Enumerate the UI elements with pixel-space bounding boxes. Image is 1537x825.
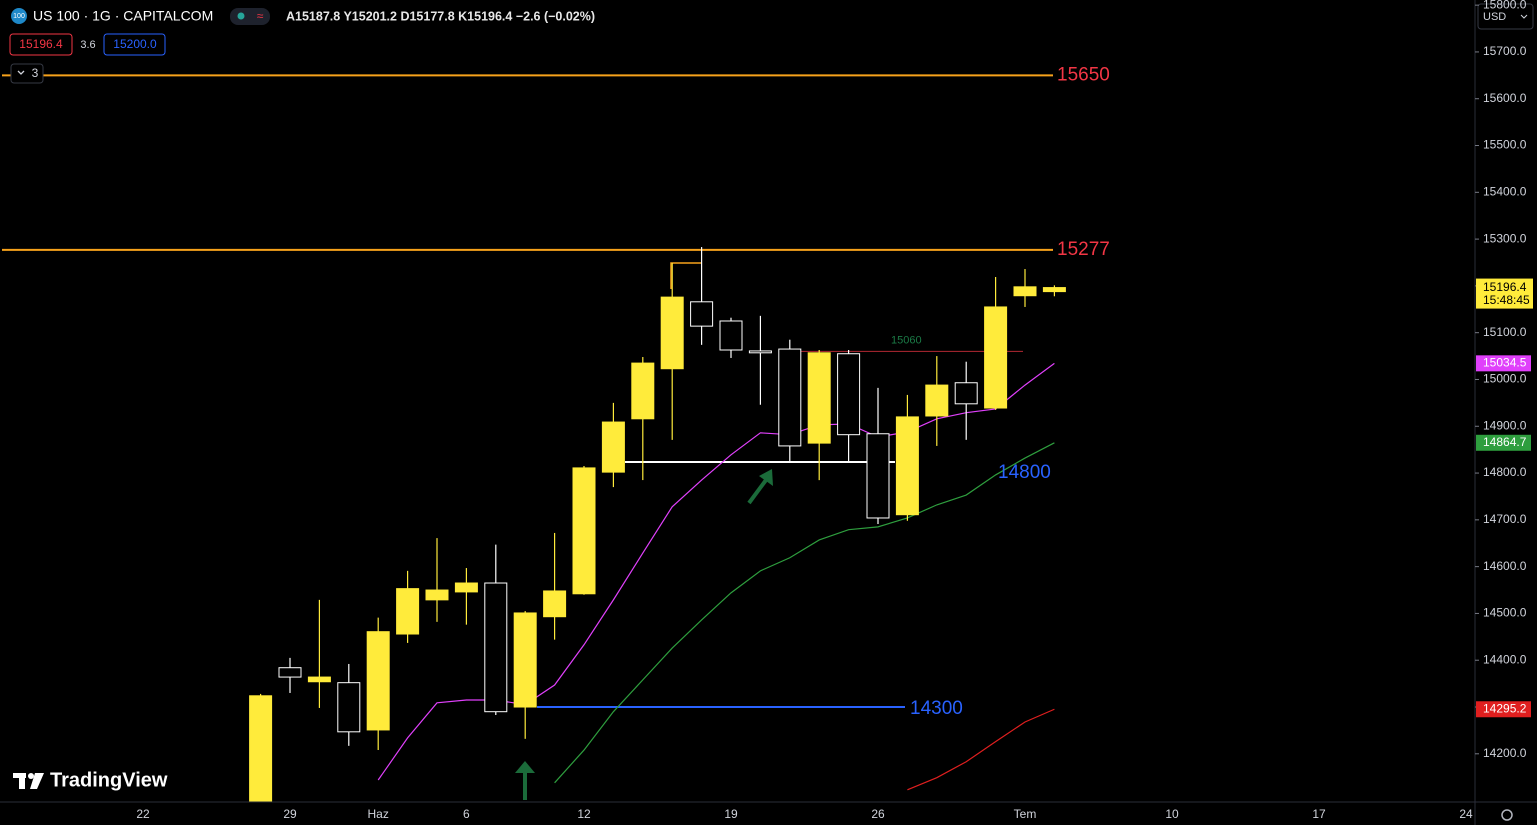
x-tick-label: 19 (724, 807, 738, 821)
countdown: 15:48:45 (1483, 293, 1530, 307)
candle-body (778, 348, 802, 447)
drawn-line (670, 262, 701, 289)
candle-body (837, 353, 861, 436)
y-tick-label: 14700.0 (1483, 512, 1527, 526)
spread: 3.6 (80, 39, 95, 51)
y-tick-label: 14500.0 (1483, 606, 1527, 620)
ma-line (554, 442, 1055, 784)
candle-body (1013, 286, 1037, 297)
candle-body (543, 590, 567, 618)
y-tick-label: 14600.0 (1483, 559, 1527, 573)
candle-body (366, 631, 390, 731)
ma-badge-label: 15034.5 (1483, 356, 1527, 370)
candle-body (601, 421, 625, 473)
price-badge-label: 15196.4 (1483, 280, 1527, 294)
y-tick-label: 14800.0 (1483, 465, 1527, 479)
y-tick-label: 15700.0 (1483, 44, 1527, 58)
currency-button[interactable] (1477, 3, 1534, 30)
arrow (515, 469, 773, 800)
candle-body (425, 589, 449, 601)
level-label: 14800 (998, 462, 1051, 483)
candle-body (925, 384, 949, 417)
watermark-logo (13, 773, 44, 789)
x-tick-label: 17 (1312, 807, 1326, 821)
candle-body (396, 588, 420, 635)
ohlc-legend: A15187.8 Y15201.2 D15177.8 K15196.4 −2.6… (286, 9, 595, 23)
x-tick-label: 26 (871, 807, 885, 821)
y-tick-label: 14400.0 (1483, 652, 1527, 666)
x-tick-label: 24 (1459, 807, 1473, 821)
indicators-toggle[interactable] (10, 63, 44, 84)
candle-body (719, 320, 743, 351)
candle-body (631, 362, 655, 420)
y-tick-label: 15300.0 (1483, 231, 1527, 245)
watermark: TradingView (50, 769, 168, 791)
y-tick-label: 15600.0 (1483, 91, 1527, 105)
chevron (17, 70, 25, 75)
x-tick-label: Haz (368, 807, 389, 821)
y-tick-label: 15000.0 (1483, 372, 1527, 386)
status-pill (230, 8, 270, 25)
symbol-icon (11, 8, 27, 24)
candle-body (1042, 287, 1066, 293)
y-tick-label: 15400.0 (1483, 184, 1527, 198)
y-tick-label: 15500.0 (1483, 138, 1527, 152)
candle-body (660, 296, 684, 370)
settings-button[interactable] (1501, 809, 1513, 821)
x-tick-label: 10 (1165, 807, 1179, 821)
level-label: 15060 (891, 334, 922, 346)
candle-body (866, 433, 890, 519)
ask-button[interactable] (103, 33, 166, 56)
ask-price: 15200.0 (113, 37, 157, 51)
candle-body (954, 382, 978, 405)
bid-button[interactable] (9, 33, 73, 56)
y-tick-label: 15100.0 (1483, 325, 1527, 339)
ma-badge (1476, 355, 1531, 372)
candle-body (748, 350, 772, 354)
symbol-icon-text: 100 (13, 13, 25, 20)
y-tick-label: 15800.0 (1483, 0, 1527, 11)
level-label: 14300 (910, 698, 963, 719)
bid-price: 15196.4 (19, 37, 63, 51)
y-tick-label: 14900.0 (1483, 418, 1527, 432)
ma-line (907, 708, 1055, 791)
candle-body (484, 582, 508, 713)
price-badge (1476, 278, 1533, 309)
ma-badge (1476, 434, 1531, 451)
plot-area (2, 74, 1066, 802)
ma-badge (1476, 701, 1531, 718)
candle-body (337, 682, 361, 733)
x-tick-label: Tem (1014, 807, 1037, 821)
candle-body (984, 306, 1008, 409)
candle-body (895, 416, 919, 516)
status-icon: ≈ (257, 9, 264, 23)
level-label: 15277 (1057, 239, 1110, 260)
candle-body (454, 582, 478, 593)
candle-body (278, 667, 302, 678)
ma-badge-label: 14295.2 (1483, 701, 1527, 715)
symbol-title[interactable]: US 100 · 1G · CAPITALCOM (33, 8, 213, 24)
ma-badge-label: 14864.7 (1483, 435, 1527, 449)
y-tick-label: 14200.0 (1483, 746, 1527, 760)
level-label: 15650 (1057, 64, 1110, 85)
status-dot (237, 12, 245, 20)
candle-body (572, 467, 596, 595)
candle-body (307, 676, 331, 683)
x-tick-label: 29 (283, 807, 297, 821)
candle-body (807, 352, 831, 444)
x-tick-label: 6 (463, 807, 470, 821)
x-tick-label: 12 (577, 807, 591, 821)
chevron (1520, 14, 1528, 19)
candle-body (513, 612, 537, 708)
candle-body (249, 695, 273, 802)
x-tick-label: 22 (136, 807, 150, 821)
currency: USD (1483, 11, 1506, 23)
indicators-count: 3 (32, 66, 39, 80)
candle-body (690, 301, 714, 327)
